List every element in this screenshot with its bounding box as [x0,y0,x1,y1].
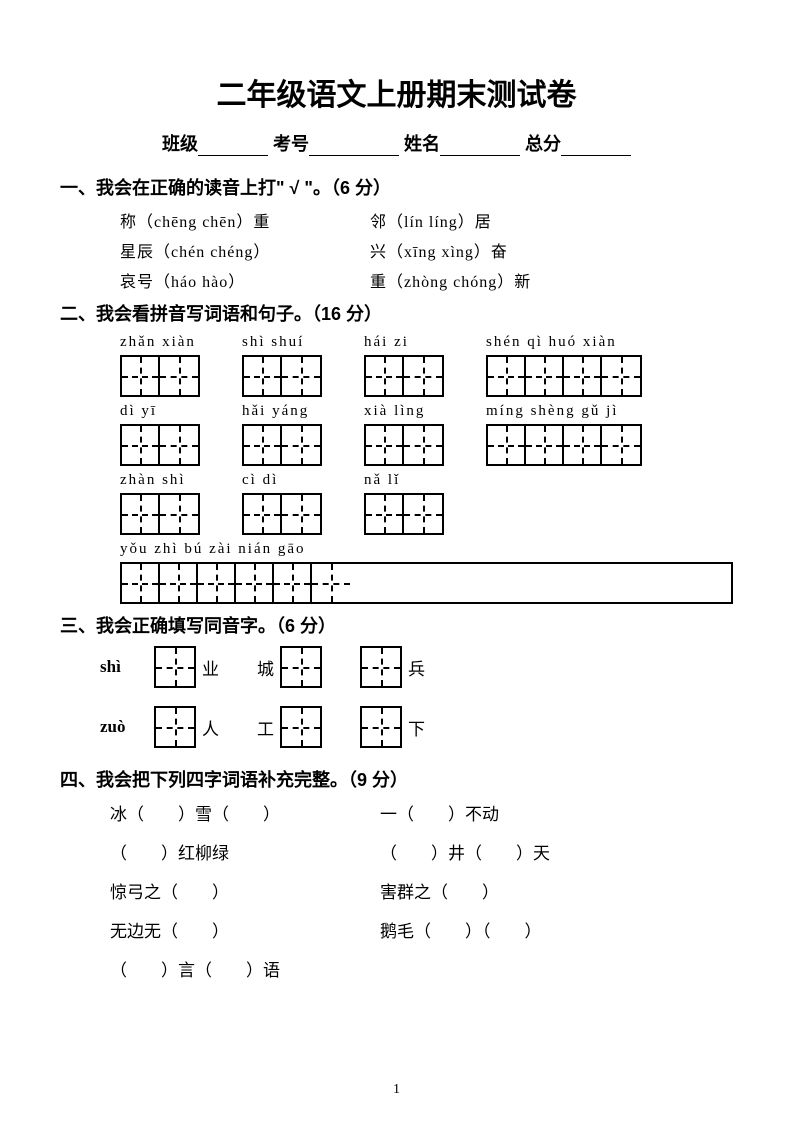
q3-suffix: 人 [202,715,219,740]
q1-r2-right: 兴（xīng xìng）奋 [370,238,650,262]
q1-r1-right: 邻（lín líng）居 [370,208,650,232]
char-box-group[interactable] [486,355,642,397]
q2-p1-3: hái zi [364,334,444,351]
tian-box[interactable] [360,706,402,748]
q3-prefix: 工 [257,715,274,740]
char-box-group[interactable] [120,493,200,535]
q1-body: 称（chēng chēn）重 邻（lín líng）居 星辰（chén chén… [120,208,733,292]
q3-item: 城 [257,646,322,688]
q4-r1: 一（ ）不动 [380,800,499,825]
q3-heading: 三、我会正确填写同音字。（6 分） [60,612,733,638]
q2-pinyin-row-4: yǒu zhì bú zài nián gāo [120,541,733,558]
char-box-group[interactable] [120,562,733,604]
char-box-group[interactable] [486,424,642,466]
page-root: 二年级语文上册期末测试卷 班级 考号 姓名 总分 一、我会在正确的读音上打" √… [0,0,793,1122]
q2-p2-1: dì yī [120,403,200,420]
tian-box[interactable] [360,646,402,688]
q4-r3: 害群之（ ） [380,878,499,903]
blank-exam-no[interactable] [309,138,399,156]
q2-p3-2: cì dì [242,472,322,489]
char-box-group[interactable] [242,424,322,466]
q2-pinyin-row-2: dì yī hǎi yáng xià lìng míng shèng gǔ jì [120,403,733,420]
q3-item: 兵 [360,646,425,688]
q3-suffix: 业 [202,655,219,680]
q4-r4: 鹅毛（ ）（ ） [380,917,542,942]
q3-label-2: zuò [100,717,136,737]
q2-p2-2: hǎi yáng [242,403,322,420]
q2-p4: yǒu zhì bú zài nián gāo [120,541,306,558]
q2-pinyin-row-3: zhàn shì cì dì nǎ lǐ [120,472,733,489]
q3-item: 业 [154,646,219,688]
q2-heading: 二、我会看拼音写词语和句子。（16 分） [60,300,733,326]
q3-item: 人 [154,706,219,748]
tian-box[interactable] [280,646,322,688]
q4-r2: （ ）井（ ）天 [380,839,550,864]
char-box-group[interactable] [364,493,444,535]
q2-p3-3: nǎ lǐ [364,472,444,489]
q4-body: 冰（ ）雪（ ）一（ ）不动 （ ）红柳绿（ ）井（ ）天 惊弓之（ ）害群之（… [110,800,733,981]
q3-suffix: 兵 [408,655,425,680]
q1-r2-left: 星辰（chén chéng） [120,238,370,262]
char-box-group[interactable] [120,355,200,397]
page-number: 1 [0,1082,793,1098]
q3-label-1: shì [100,657,136,677]
q3-row-1: shì 业 城 兵 [100,646,733,688]
tian-box[interactable] [280,706,322,748]
char-box-group[interactable] [242,355,322,397]
q2-p1-2: shì shuí [242,334,322,351]
char-box-group[interactable] [364,424,444,466]
q2-box-row-1 [120,355,733,397]
q2-p3-1: zhàn shì [120,472,200,489]
exam-title: 二年级语文上册期末测试卷 [60,70,733,114]
tian-box[interactable] [154,646,196,688]
label-exam-no: 考号 [273,134,309,154]
label-total: 总分 [525,134,561,154]
q1-r3-right: 重（zhòng chóng）新 [370,268,650,292]
q2-p1-1: zhǎn xiàn [120,334,200,351]
q1-r1-left: 称（chēng chēn）重 [120,208,370,232]
q4-l5: （ ）言（ ）语 [110,956,380,981]
char-box-group[interactable] [120,424,200,466]
q4-l3: 惊弓之（ ） [110,878,380,903]
q3-suffix: 下 [408,715,425,740]
label-name: 姓名 [404,134,440,154]
q2-box-row-3 [120,493,733,535]
q2-p1-4: shén qì huó xiàn [486,334,646,351]
q2-p2-4: míng shèng gǔ jì [486,403,646,420]
q2-pinyin-row-1: zhǎn xiàn shì shuí hái zi shén qì huó xi… [120,334,733,351]
q4-l4: 无边无（ ） [110,917,380,942]
q3-row-2: zuò 人 工 下 [100,706,733,748]
blank-class[interactable] [198,138,268,156]
char-box-group[interactable] [364,355,444,397]
tian-box[interactable] [154,706,196,748]
q3-item: 下 [360,706,425,748]
label-class: 班级 [162,134,198,154]
q4-heading: 四、我会把下列四字词语补充完整。（9 分） [60,766,733,792]
q2-box-row-4 [120,562,733,604]
student-info-line: 班级 考号 姓名 总分 [60,130,733,156]
q1-heading: 一、我会在正确的读音上打" √ "。（6 分） [60,174,733,200]
q1-r3-left: 哀号（háo hào） [120,268,370,292]
q4-l1: 冰（ ）雪（ ） [110,800,380,825]
q2-box-row-2 [120,424,733,466]
q3-item: 工 [257,706,322,748]
blank-name[interactable] [440,138,520,156]
q2-p2-3: xià lìng [364,403,444,420]
blank-total[interactable] [561,138,631,156]
char-box-group[interactable] [242,493,322,535]
q4-l2: （ ）红柳绿 [110,839,380,864]
q3-prefix: 城 [257,655,274,680]
